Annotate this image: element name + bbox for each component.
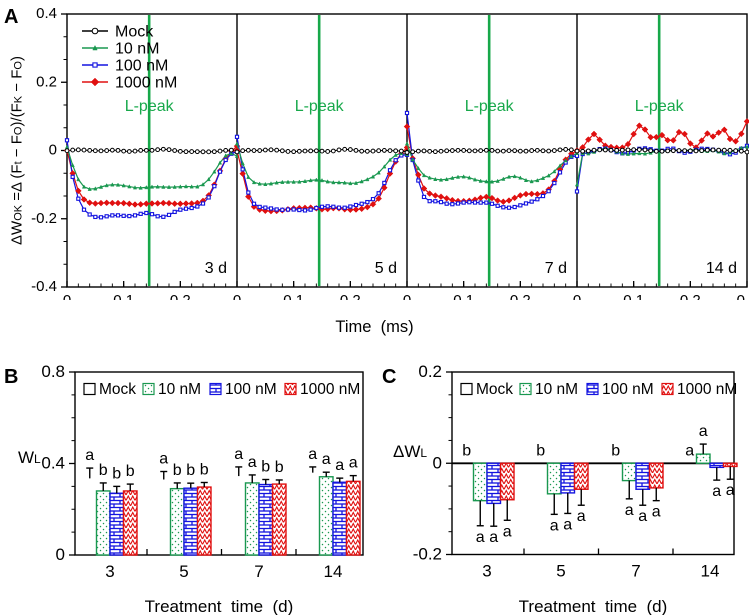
svg-text:0.2: 0.2	[418, 362, 442, 381]
svg-text:b: b	[462, 442, 471, 459]
svg-text:a: a	[503, 523, 512, 540]
svg-text:a: a	[726, 482, 735, 499]
svg-text:5: 5	[556, 562, 565, 581]
svg-text:a: a	[712, 483, 721, 500]
svg-text:a: a	[489, 529, 498, 546]
svg-text:a: a	[699, 423, 708, 440]
svg-text:a: a	[550, 517, 559, 534]
svg-text:10 nM: 10 nM	[535, 381, 578, 398]
svg-text:b: b	[611, 442, 620, 459]
svg-text:a: a	[638, 508, 647, 525]
svg-text:100 nM: 100 nM	[602, 381, 654, 398]
svg-text:a: a	[476, 529, 485, 546]
svg-text:0: 0	[433, 453, 442, 472]
svg-text:b: b	[536, 442, 545, 459]
svg-text:a: a	[577, 508, 586, 525]
svg-text:Mock: Mock	[476, 381, 513, 398]
svg-text:1000 nM: 1000 nM	[677, 381, 737, 398]
svg-text:7: 7	[631, 562, 640, 581]
svg-text:3: 3	[482, 562, 491, 581]
svg-text:14: 14	[701, 562, 720, 581]
svg-text:a: a	[685, 442, 694, 459]
svg-text:-0.2: -0.2	[413, 545, 442, 564]
svg-text:a: a	[625, 502, 634, 519]
svg-text:a: a	[563, 516, 572, 533]
svg-text:a: a	[652, 504, 661, 521]
